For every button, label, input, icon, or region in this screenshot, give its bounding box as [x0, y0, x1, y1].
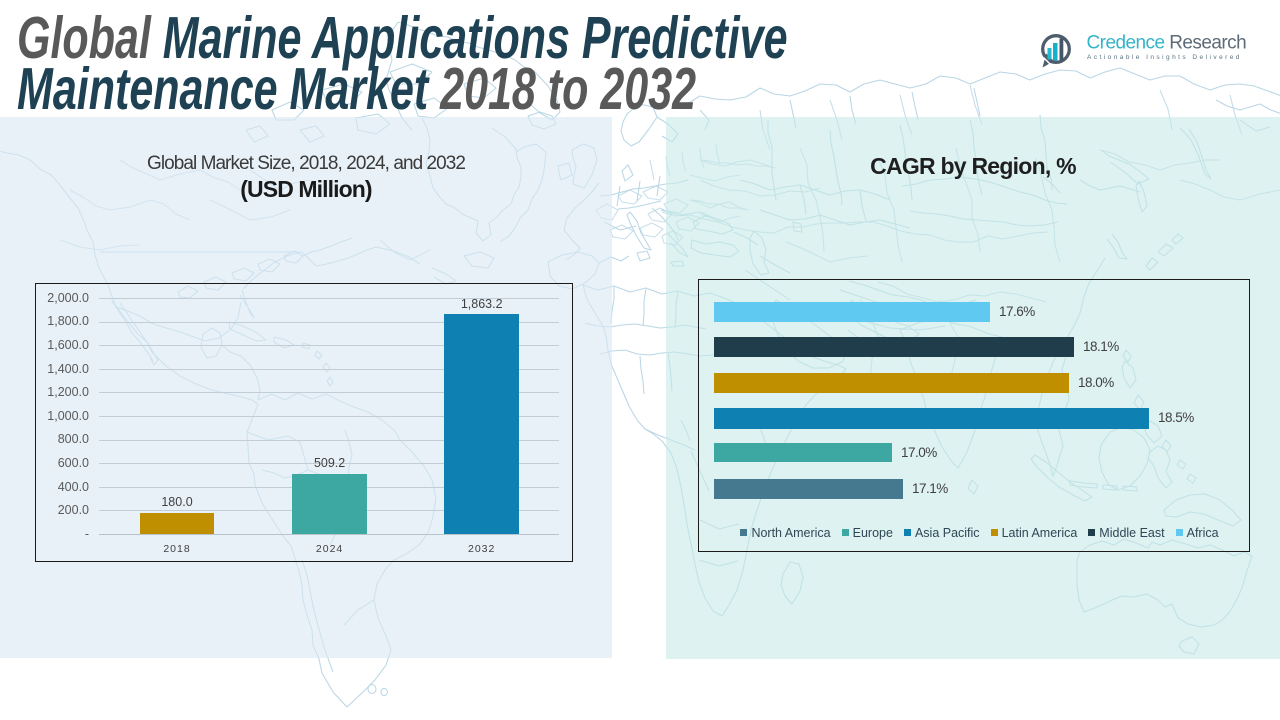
svg-text:Credence Research: Credence Research: [1087, 33, 1247, 54]
svg-text:Actionable Insights Delivered: Actionable Insights Delivered: [1087, 54, 1242, 61]
